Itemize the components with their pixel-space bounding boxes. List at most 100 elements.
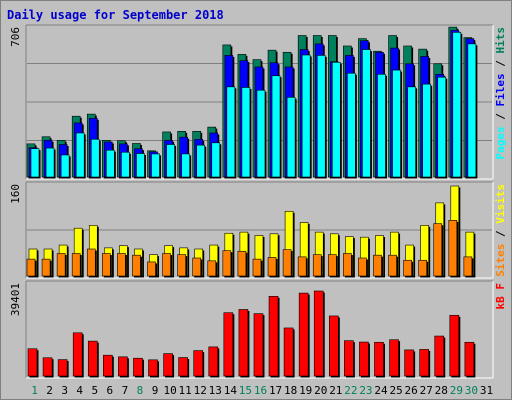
pages-bar (45, 147, 55, 178)
x-tick-label: 27 (420, 384, 433, 397)
sites-bar (327, 254, 337, 277)
pages-bar (392, 69, 401, 178)
x-tick-label: 28 (435, 384, 448, 397)
kbf-bar (148, 359, 158, 377)
kbf-bar (72, 332, 83, 377)
kbf-bar (163, 353, 173, 377)
kbf-bar (178, 357, 188, 377)
kbf-bar (238, 309, 249, 377)
x-tick-label: 7 (122, 384, 129, 397)
x-tick-label: 6 (107, 384, 114, 397)
x-tick-label: 11 (179, 384, 192, 397)
sites-bar (418, 259, 427, 277)
legend-separator: / (494, 107, 507, 127)
pages-bar (181, 153, 190, 178)
sites-bar (373, 254, 382, 277)
sites-bar (222, 250, 232, 277)
pages-bar (106, 149, 115, 178)
pages-bar (121, 151, 130, 178)
x-tick-label: 14 (224, 384, 238, 397)
kbf-bar (464, 341, 475, 377)
legend-entry: kB F (494, 283, 507, 310)
sites-bar (312, 254, 322, 277)
kbf-bar (298, 292, 309, 377)
sites-bar (433, 223, 443, 277)
kbf-bar (118, 356, 128, 377)
sites-bar (102, 253, 111, 277)
pages-bar (271, 75, 281, 178)
pages-bar (136, 153, 145, 178)
x-tick-label: 12 (194, 384, 207, 397)
kbf-bar (253, 313, 264, 377)
pages-bar (60, 154, 70, 178)
pages-bar (211, 142, 221, 178)
pages-bar (151, 153, 160, 178)
pages-bar (467, 43, 477, 178)
pages-bar (422, 83, 431, 178)
pages-bar (377, 73, 386, 178)
sites-bar (132, 254, 141, 277)
sites-bar (177, 254, 186, 277)
kbf-bar (103, 354, 113, 377)
kbf-bar (313, 290, 324, 377)
pages-bar (452, 32, 462, 178)
sites-bar (86, 248, 96, 277)
sites-bar (267, 257, 277, 277)
y-axis-max-label: 39401 (9, 283, 22, 316)
kbf-bar (328, 315, 339, 377)
kbf-bar (223, 312, 234, 377)
pages-bar (256, 89, 266, 178)
y-axis-max-label: 160 (9, 184, 22, 204)
pages-bar (196, 144, 206, 178)
x-tick-label: 19 (299, 384, 312, 397)
kbf-bar (283, 327, 294, 377)
sites-bar (207, 260, 217, 277)
x-tick-label: 18 (284, 384, 297, 397)
pages-bar (316, 55, 326, 178)
pages-bar (286, 97, 296, 178)
x-tick-label: 1 (31, 384, 38, 397)
x-tick-label: 23 (359, 384, 372, 397)
sites-bar (282, 249, 292, 277)
legend-entry: Visits (494, 184, 507, 224)
kbf-bar (57, 359, 68, 377)
kbf-bar (268, 296, 279, 377)
sites-bar (192, 257, 202, 277)
legend-entry: Pages (494, 126, 507, 159)
x-tick-label: 13 (209, 384, 222, 397)
sites-bar (388, 254, 397, 277)
sites-bar (237, 250, 247, 277)
pages-bar (226, 86, 236, 178)
x-tick-label: 15 (239, 384, 252, 397)
x-tick-label: 31 (480, 384, 493, 397)
kbf-bar (42, 357, 53, 377)
x-tick-label: 5 (91, 384, 98, 397)
sites-bar (41, 258, 51, 277)
chart-title: Daily usage for September 2018 (7, 8, 224, 22)
pages-bar (347, 72, 356, 178)
kbf-bar (374, 341, 384, 377)
kbf-bar (87, 340, 98, 377)
x-tick-label: 2 (46, 384, 53, 397)
x-tick-label: 30 (465, 384, 478, 397)
x-tick-label: 17 (269, 384, 282, 397)
sites-bar (26, 258, 36, 277)
x-tick-label: 24 (374, 384, 388, 397)
pages-bar (241, 87, 251, 178)
sites-bar (252, 258, 262, 277)
sites-bar (56, 253, 66, 277)
kbf-bar (359, 341, 369, 377)
x-tick-label: 22 (344, 384, 357, 397)
kbf-bar (27, 348, 38, 377)
pages-bar (301, 54, 311, 178)
kbf-bar (434, 335, 445, 377)
x-tick-label: 8 (137, 384, 144, 397)
x-tick-label: 21 (329, 384, 342, 397)
legend-3: kB F (494, 283, 507, 310)
x-tick-label: 9 (152, 384, 159, 397)
kbf-bar (344, 340, 354, 377)
x-tick-label: 4 (76, 384, 83, 397)
pages-bar (90, 138, 100, 178)
sites-bar (147, 261, 156, 277)
